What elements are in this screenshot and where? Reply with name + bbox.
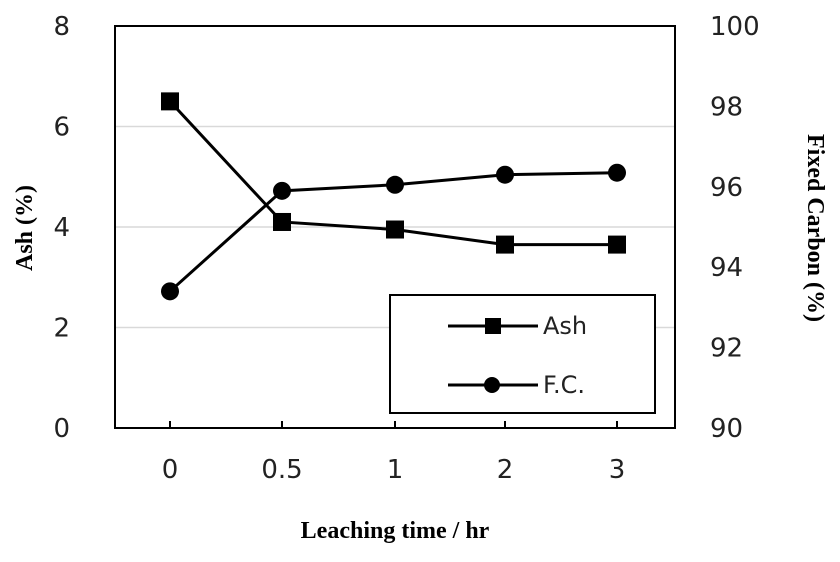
y2-tick-label: 92 (710, 334, 743, 364)
ash-point (608, 235, 626, 254)
y-tick-label: 4 (53, 213, 70, 243)
fc-point (608, 163, 626, 182)
x-axis-title: Leaching time / hr (301, 518, 490, 544)
x-axis-ticks: 0 0.5 1 2 3 (162, 421, 626, 485)
fc-point (386, 175, 404, 194)
ash-point (386, 220, 404, 239)
y-tick-label: 6 (53, 113, 70, 143)
y2-tick-label: 98 (710, 92, 743, 122)
legend: Ash F.C. (389, 294, 656, 414)
ash-point (496, 235, 514, 254)
legend-ash-label: Ash (543, 312, 587, 340)
x-tick-label: 0 (162, 455, 179, 485)
legend-box (389, 294, 656, 414)
left-axis-ticks: 0 2 4 6 8 (53, 12, 70, 444)
fc-point (273, 181, 291, 200)
y2-tick-label: 90 (710, 414, 743, 444)
y-tick-label: 2 (53, 314, 70, 344)
x-tick-label: 0.5 (261, 455, 302, 485)
ash-point (161, 92, 179, 111)
fc-point (161, 282, 179, 301)
fc-point (496, 165, 514, 184)
y2-axis-title: Fixed Carbon (%) (802, 134, 828, 322)
legend-fc-label: F.C. (543, 371, 585, 399)
y-tick-label: 8 (53, 12, 70, 42)
legend-ash-marker (485, 318, 501, 334)
right-axis-ticks: 90 92 94 96 98 100 (710, 12, 760, 444)
series (161, 92, 626, 301)
x-tick-label: 1 (387, 455, 404, 485)
ash-point (273, 212, 291, 231)
y2-tick-label: 96 (710, 173, 743, 203)
y2-tick-label: 100 (710, 12, 760, 42)
y-tick-label: 0 (53, 414, 70, 444)
x-tick-label: 3 (609, 455, 626, 485)
y-axis-title: Ash (%) (12, 185, 38, 271)
y2-tick-label: 94 (710, 253, 743, 283)
x-tick-label: 2 (497, 455, 514, 485)
legend-fc-marker (484, 377, 500, 393)
